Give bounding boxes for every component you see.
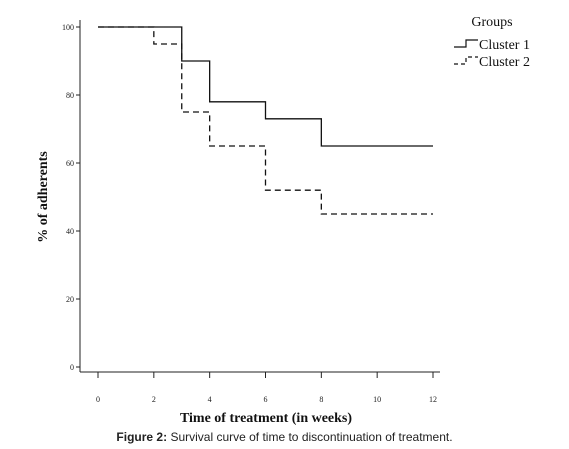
legend-swatch-cluster-1: [454, 39, 478, 48]
y-tick-label-100: 100: [62, 23, 74, 32]
legend: Groups Cluster 1 Cluster 2: [454, 15, 530, 70]
legend-label-cluster-1: Cluster 1: [479, 38, 530, 53]
x-tick-label-12: 12: [429, 395, 437, 404]
figure-caption: Figure 2: Survival curve of time to disc…: [0, 430, 569, 444]
y-tick-label-20: 20: [66, 295, 74, 304]
y-tick-label-40: 40: [66, 227, 74, 236]
x-tick-label-10: 10: [373, 395, 381, 404]
y-tick-label-0: 0: [70, 363, 74, 372]
legend-title: Groups: [471, 15, 512, 30]
legend-swatch-cluster-2: [454, 56, 478, 65]
x-tick-label-2: 2: [152, 395, 156, 404]
x-tick-label-0: 0: [96, 395, 100, 404]
x-ticks: 0 2 4 6 8 10 12: [96, 372, 437, 404]
x-axis-title: Time of treatment (in weeks): [180, 411, 352, 425]
survival-chart: 0 20 40 60 80 100 0 2 4 6 8 10 12 % of adherents Ti…: [36, 15, 530, 425]
caption-label: Figure 2:: [116, 430, 168, 444]
caption-text: Survival curve of time to discontinuatio…: [170, 430, 453, 444]
series-lines: [98, 26, 433, 215]
y-tick-label-80: 80: [66, 91, 74, 100]
x-tick-label-6: 6: [264, 395, 268, 404]
legend-label-cluster-2: Cluster 2: [479, 55, 530, 70]
y-tick-label-60: 60: [66, 159, 74, 168]
y-ticks: 0 20 40 60 80 100: [62, 23, 80, 372]
series-line-cluster-2: [98, 26, 433, 215]
x-tick-label-4: 4: [208, 395, 212, 404]
x-tick-label-8: 8: [319, 395, 323, 404]
y-axis-title: % of adherents: [36, 151, 51, 243]
series-line-cluster-1: [98, 26, 433, 147]
